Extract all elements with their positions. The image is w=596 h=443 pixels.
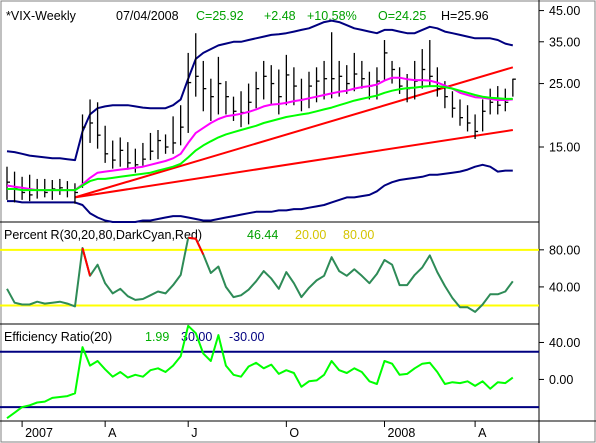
efficiency-title: Efficiency Ratio(20) xyxy=(4,330,112,344)
x-tick-label: 2008 xyxy=(388,426,416,440)
efficiency-panel xyxy=(0,324,539,420)
x-tick-label: O xyxy=(289,426,299,440)
percent-r-value: 46.44 xyxy=(247,228,278,242)
date-label: 07/04/2008 xyxy=(116,9,179,23)
x-tick-label: A xyxy=(478,426,487,440)
efficiency-ratio-line xyxy=(6,324,514,420)
change-label: +2.48 xyxy=(264,9,296,23)
price-panel xyxy=(6,19,516,223)
symbol-label: *VIX-Weekly xyxy=(6,9,77,23)
x-tick-label: J xyxy=(191,426,197,440)
close-label: C=25.92 xyxy=(196,9,244,23)
moving-average-green xyxy=(7,85,513,192)
efficiency-header: Efficiency Ratio(20) 1.99 30.00 -30.00 xyxy=(4,330,264,344)
trendline-2 xyxy=(74,129,514,199)
open-label: O=24.25 xyxy=(378,9,426,23)
price-y-tick: 45.00 xyxy=(549,4,580,18)
efficiency-y-tick: 40.00 xyxy=(549,336,580,350)
percent-r-band-high: 80.00 xyxy=(343,228,374,242)
percent-r-header: Percent R(30,20,80,DarkCyan,Red) 46.44 2… xyxy=(4,228,374,242)
percent-r-overbought-segment-2 xyxy=(188,236,205,255)
price-y-tick: 25.00 xyxy=(549,77,580,91)
bollinger-lower-line xyxy=(7,163,513,223)
percent-r-y-tick: 40.00 xyxy=(549,280,580,294)
efficiency-value: 1.99 xyxy=(145,330,169,344)
percent-r-overbought-segment-1 xyxy=(81,247,91,277)
percent-r-panel xyxy=(0,236,539,313)
percent-r-title: Percent R(30,20,80,DarkCyan,Red) xyxy=(4,228,202,242)
efficiency-y-tick: 0.00 xyxy=(549,373,573,387)
price-y-tick: 15.00 xyxy=(549,141,580,155)
bollinger-upper-line xyxy=(6,19,514,162)
percent-r-y-tick: 80.00 xyxy=(549,243,580,257)
percent-change-label: +10.58% xyxy=(307,9,357,23)
percent-r-line xyxy=(6,236,514,313)
moving-average-magenta xyxy=(6,76,513,192)
price-y-tick: 35.00 xyxy=(549,35,580,49)
price-header: *VIX-Weekly 07/04/2008 C=25.92 +2.48 +10… xyxy=(6,9,489,23)
axis-labels: 45.00 35.00 25.00 15.00 80.00 40.00 40.00 0.00 2… xyxy=(21,4,580,440)
x-tick-label: 2007 xyxy=(25,426,53,440)
x-tick-label: A xyxy=(108,426,117,440)
high-label: H=25.96 xyxy=(441,9,489,23)
efficiency-band-low: -30.00 xyxy=(229,330,264,344)
percent-r-band-low: 20.00 xyxy=(295,228,326,242)
